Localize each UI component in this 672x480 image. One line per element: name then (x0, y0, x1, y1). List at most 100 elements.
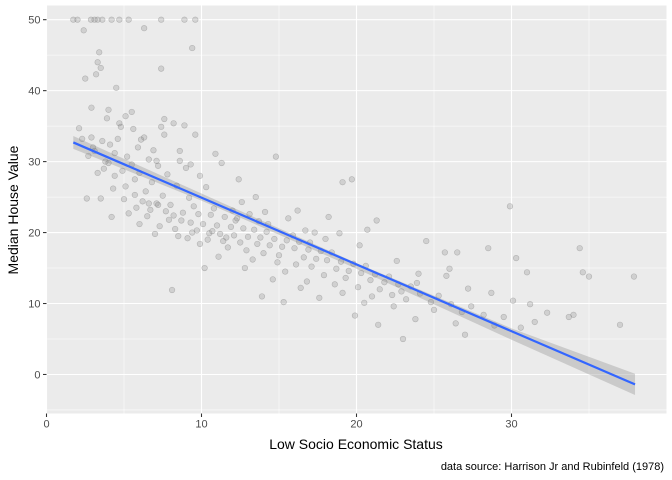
data-point (113, 84, 120, 91)
data-point (181, 122, 188, 129)
data-point (88, 134, 95, 141)
data-point (230, 232, 238, 239)
data-point (176, 157, 183, 164)
data-point (246, 211, 253, 218)
data-point (94, 59, 101, 66)
data-point (413, 279, 421, 287)
data-point (257, 234, 264, 241)
data-point (207, 211, 214, 218)
data-point (336, 230, 343, 237)
data-point (238, 198, 245, 206)
data-point (206, 230, 213, 237)
data-point (158, 123, 165, 130)
data-point (105, 106, 112, 113)
data-point (480, 311, 487, 318)
data-point (398, 288, 405, 295)
data-point (111, 149, 118, 157)
data-point (585, 273, 593, 280)
data-point (82, 75, 89, 82)
data-point (243, 247, 250, 254)
data-point (364, 226, 371, 233)
data-point (108, 213, 115, 221)
data-point (389, 291, 396, 299)
y-tick-label: 20 (28, 228, 40, 240)
data-point (240, 225, 247, 232)
data-point (258, 293, 266, 300)
y-tick-label: 40 (28, 86, 40, 98)
data-point (323, 257, 331, 264)
data-point (294, 207, 301, 214)
data-point (87, 16, 95, 23)
data-point (161, 115, 168, 123)
data-point (199, 220, 207, 228)
data-point (80, 27, 87, 34)
data-point (193, 227, 200, 234)
data-point (94, 169, 101, 177)
data-point (178, 217, 185, 224)
data-point (91, 16, 98, 23)
data-point (103, 115, 111, 122)
data-point (544, 309, 551, 316)
data-point (331, 281, 338, 288)
data-point (125, 16, 132, 23)
data-point (141, 134, 148, 141)
data-point (403, 296, 410, 303)
data-point (241, 264, 248, 272)
data-point (506, 203, 514, 210)
data-point (158, 16, 165, 23)
data-point (348, 176, 355, 183)
data-point (70, 16, 77, 23)
data-point (181, 16, 188, 23)
data-point (172, 225, 179, 233)
grid-lines (45, 5, 667, 414)
fit-line-layer (72, 141, 636, 386)
data-point (187, 219, 194, 226)
data-point (114, 135, 121, 142)
data-point (313, 255, 320, 262)
data-point (570, 311, 577, 318)
data-point (96, 49, 103, 56)
data-point (224, 244, 231, 251)
data-point (261, 208, 269, 216)
data-point (148, 179, 155, 186)
data-point (168, 286, 176, 294)
data-point (167, 201, 174, 208)
y-tick-label: 0 (34, 369, 40, 381)
data-point (616, 321, 624, 328)
data-point (153, 200, 160, 207)
data-point (251, 226, 258, 233)
data-point (333, 265, 340, 272)
data-point (170, 120, 177, 127)
data-point (100, 165, 107, 172)
data-point (97, 64, 104, 72)
data-point (441, 249, 448, 256)
data-point (316, 294, 323, 301)
data-point (130, 125, 137, 133)
data-point (399, 335, 407, 343)
x-tick-label: 0 (43, 419, 49, 431)
data-point (133, 204, 140, 211)
data-point (196, 240, 204, 248)
data-point (368, 293, 376, 300)
data-point (195, 211, 202, 218)
data-point (196, 172, 204, 179)
data-point (579, 269, 586, 276)
data-point (83, 195, 90, 202)
data-point (102, 158, 109, 165)
data-point (565, 313, 572, 321)
data-point (153, 157, 160, 164)
data-point (155, 201, 162, 208)
data-point (393, 257, 400, 265)
data-point (128, 108, 135, 116)
data-point (94, 16, 101, 23)
data-point (147, 206, 154, 213)
data-point (117, 123, 124, 130)
data-point (381, 279, 388, 286)
data-point (119, 167, 126, 174)
data-point (468, 303, 475, 310)
data-point (158, 65, 165, 72)
data-point (111, 172, 118, 179)
data-point (162, 208, 169, 215)
data-point (351, 312, 359, 319)
data-point (218, 159, 225, 167)
